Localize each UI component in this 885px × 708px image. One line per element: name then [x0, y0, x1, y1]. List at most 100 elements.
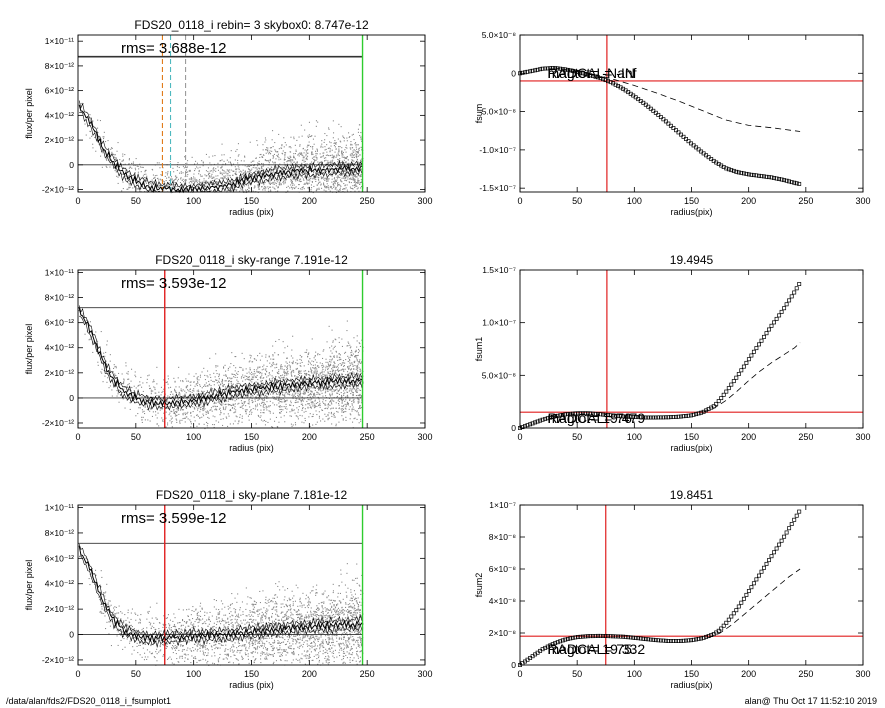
scatter-point	[257, 184, 259, 186]
scatter-point	[304, 351, 306, 353]
scatter-point	[180, 184, 182, 186]
scatter-point	[137, 413, 139, 415]
scatter-point	[197, 415, 199, 417]
scatter-point	[308, 361, 310, 363]
scatter-point	[343, 394, 345, 396]
scatter-point	[205, 175, 207, 177]
scatter-point	[320, 183, 322, 185]
scatter-point	[318, 417, 320, 419]
x-tick-label: 250	[360, 196, 375, 206]
scatter-point	[221, 165, 223, 167]
scatter-point	[307, 182, 309, 184]
growth-curve-point	[538, 67, 543, 72]
scatter-point	[186, 175, 188, 177]
scatter-point	[259, 352, 261, 354]
scatter-point	[331, 358, 333, 360]
scatter-point	[328, 178, 330, 180]
scatter-point	[110, 148, 112, 150]
scatter-point	[329, 401, 331, 403]
scatter-point	[303, 169, 305, 171]
scatter-point	[168, 387, 170, 389]
scatter-point	[225, 391, 227, 393]
scatter-point	[206, 390, 208, 392]
scatter-point	[332, 341, 334, 343]
growth-curve-point	[580, 71, 585, 76]
scatter-point	[339, 177, 341, 179]
scatter-point	[332, 407, 334, 409]
scatter-point	[291, 182, 293, 184]
scatter-point	[354, 365, 356, 367]
scatter-point	[291, 160, 293, 162]
scatter-point	[309, 374, 311, 376]
scatter-point	[334, 366, 336, 368]
scatter-point	[215, 181, 217, 183]
scatter-point	[283, 376, 285, 378]
scatter-point	[280, 366, 282, 368]
scatter-point	[303, 370, 305, 372]
scatter-point	[326, 174, 328, 176]
scatter-point	[285, 391, 287, 393]
scatter-point	[313, 371, 315, 373]
scatter-point	[288, 388, 290, 390]
growth-curve-point	[598, 76, 603, 81]
scatter-point	[107, 147, 109, 149]
scatter-point	[248, 398, 250, 400]
scatter-point	[244, 172, 246, 174]
scatter-point	[314, 370, 316, 372]
scatter-point	[303, 384, 305, 386]
scatter-point	[183, 400, 185, 402]
scatter-point	[302, 408, 304, 410]
scatter-point	[208, 395, 210, 397]
scatter-point	[154, 175, 156, 177]
scatter-point	[130, 386, 132, 388]
scatter-point	[332, 155, 334, 157]
scatter-point	[232, 174, 234, 176]
scatter-point	[343, 170, 345, 172]
scatter-point	[260, 376, 262, 378]
scatter-point	[341, 181, 343, 183]
scatter-point	[338, 390, 340, 392]
scatter-point	[301, 356, 303, 358]
scatter-point	[205, 190, 207, 192]
scatter-point	[353, 175, 355, 177]
scatter-point	[338, 341, 340, 343]
scatter-point	[317, 354, 319, 356]
scatter-point	[226, 173, 228, 175]
scatter-point	[279, 378, 281, 380]
scatter-point	[327, 404, 329, 406]
scatter-point	[331, 162, 333, 164]
scatter-point	[255, 170, 257, 172]
scatter-point	[249, 354, 251, 356]
scatter-point	[225, 171, 227, 173]
scatter-point	[330, 402, 332, 404]
scatter-point	[186, 167, 188, 169]
growth-curve-point	[729, 168, 734, 173]
scatter-point	[311, 146, 313, 148]
scatter-point	[248, 378, 250, 380]
scatter-point	[330, 374, 332, 376]
scatter-point	[233, 390, 235, 392]
scatter-point	[315, 173, 317, 175]
scatter-point	[302, 178, 304, 180]
scatter-point	[266, 149, 268, 151]
scatter-point	[303, 422, 305, 424]
scatter-point	[261, 167, 263, 169]
scatter-point	[134, 167, 136, 169]
scatter-point	[271, 139, 273, 141]
scatter-point	[289, 379, 291, 381]
scatter-point	[339, 184, 341, 186]
scatter-point	[89, 321, 91, 323]
scatter-point	[260, 153, 262, 155]
scatter-point	[278, 391, 280, 393]
scatter-point	[179, 172, 181, 174]
scatter-point	[212, 388, 214, 390]
scatter-point	[104, 355, 106, 357]
scatter-point	[107, 373, 109, 375]
scatter-point	[162, 420, 164, 422]
scatter-point	[225, 374, 227, 376]
scatter-point	[337, 175, 339, 177]
scatter-point	[357, 174, 359, 176]
scatter-point	[319, 393, 321, 395]
scatter-point	[341, 401, 343, 403]
scatter-point	[277, 190, 279, 192]
